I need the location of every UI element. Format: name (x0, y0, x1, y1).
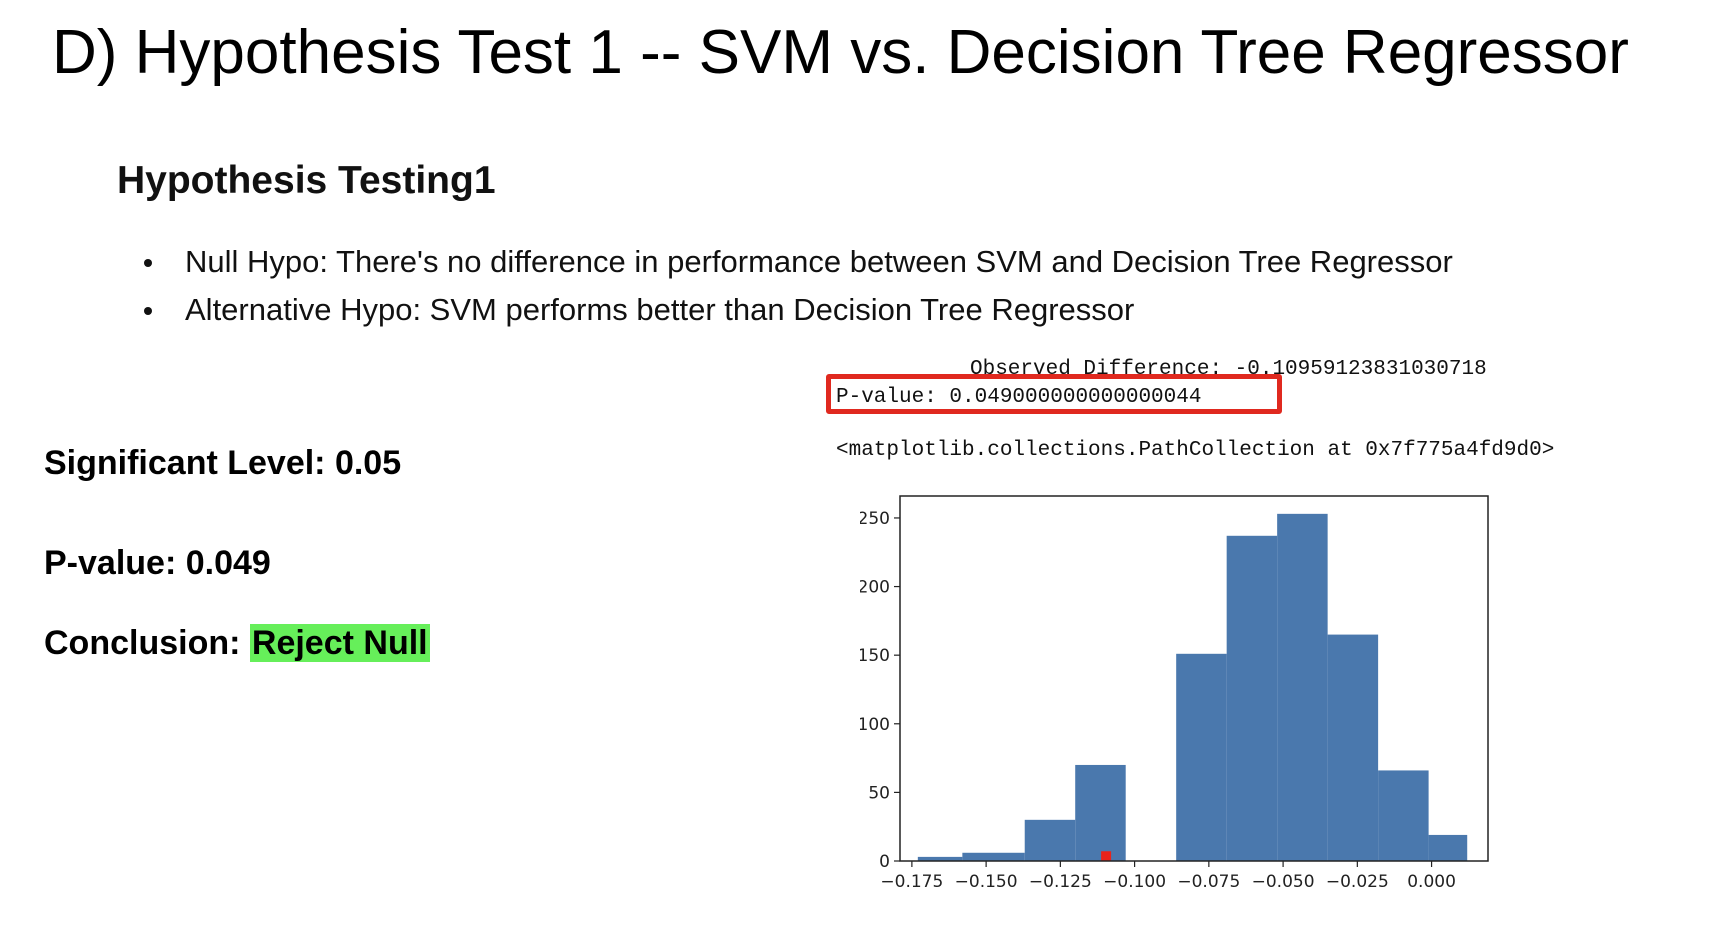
hypotheses-list: Null Hypo: There's no difference in perf… (140, 238, 1453, 334)
axes-layer: −0.175 −0.150 −0.125 −0.100 −0.075 −0.050 −0.0… (860, 509, 1456, 892)
p-value-highlight-box (826, 374, 1282, 414)
histogram-chart: −0.175 −0.150 −0.125 −0.100 −0.075 −0.050 −0.0… (860, 495, 1489, 892)
x-tick-label: 0.000 (1407, 872, 1456, 892)
bullet-icon (144, 259, 152, 267)
x-tick-label: −0.100 (1103, 872, 1166, 892)
p-value-output: P-value: 0.049000000000000044 (836, 386, 1202, 409)
x-tick-label: −0.050 (1252, 872, 1315, 892)
histogram-bar (1428, 834, 1468, 861)
histogram-bar (1378, 770, 1429, 861)
y-tick-label: 0 (879, 852, 890, 872)
p-value-summary: P-value: 0.049 (44, 544, 271, 582)
histogram-bar (1024, 819, 1076, 861)
histogram-bar (1277, 513, 1328, 861)
bullet-icon (144, 307, 152, 315)
marker-layer (1101, 851, 1112, 862)
matplotlib-repr-output: <matplotlib.collections.PathCollection a… (836, 439, 1555, 462)
y-tick-label: 250 (860, 509, 890, 529)
x-tick-label: −0.150 (955, 872, 1018, 892)
significance-level: Significant Level: 0.05 (44, 444, 402, 482)
x-tick-label: −0.175 (880, 872, 943, 892)
alternative-hypothesis-text: Alternative Hypo: SVM performs better th… (185, 292, 1135, 327)
histogram-bar (917, 856, 963, 861)
y-tick-label: 200 (860, 578, 890, 598)
y-tick-label: 100 (860, 715, 890, 735)
conclusion: Conclusion: Reject Null (44, 622, 430, 664)
null-hypothesis-text: Null Hypo: There's no difference in perf… (185, 244, 1453, 279)
slide-title: D) Hypothesis Test 1 -- SVM vs. Decision… (52, 18, 1629, 87)
x-tick-label: −0.125 (1029, 872, 1092, 892)
histogram-bar (1226, 535, 1278, 861)
histogram-bar (1176, 653, 1227, 861)
conclusion-label: Conclusion: (44, 624, 241, 662)
histogram-bar (1075, 764, 1126, 861)
x-tick-label: −0.025 (1326, 872, 1389, 892)
histogram-bar (962, 852, 1025, 861)
y-tick-label: 150 (860, 646, 890, 666)
histogram-bar (1327, 634, 1379, 861)
section-heading: Hypothesis Testing1 (117, 159, 496, 202)
alternative-hypothesis-item: Alternative Hypo: SVM performs better th… (140, 286, 1453, 334)
y-tick-label: 50 (868, 783, 890, 803)
x-tick-label: −0.075 (1177, 872, 1240, 892)
conclusion-verdict: Reject Null (249, 624, 430, 662)
bars-layer (917, 513, 1468, 861)
plot-frame (899, 495, 1489, 862)
observed-difference-marker (1101, 851, 1112, 862)
null-hypothesis-item: Null Hypo: There's no difference in perf… (140, 238, 1453, 286)
